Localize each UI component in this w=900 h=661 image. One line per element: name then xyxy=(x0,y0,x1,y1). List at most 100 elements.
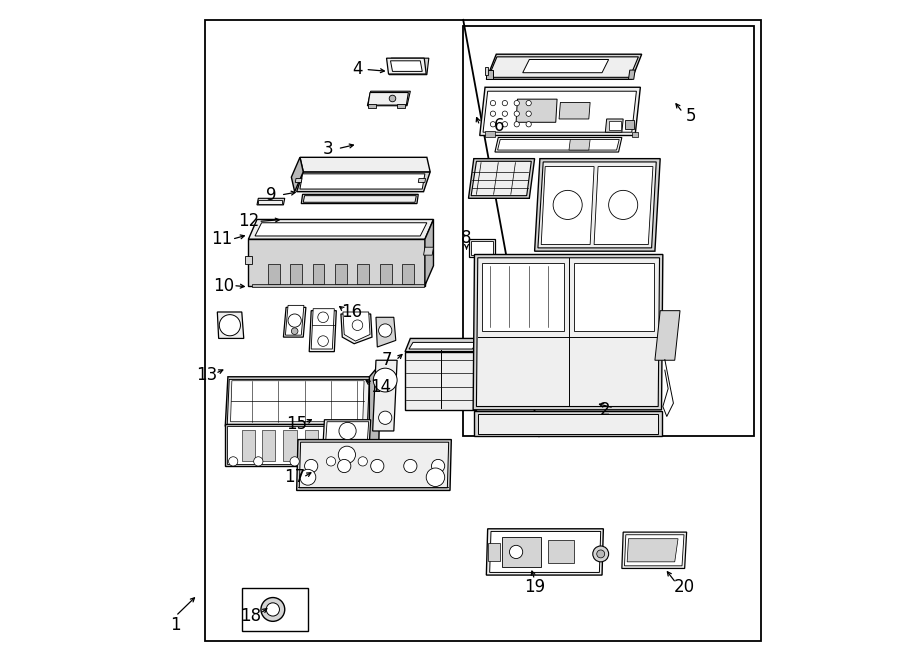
Bar xyxy=(368,104,376,108)
Polygon shape xyxy=(409,342,476,349)
Circle shape xyxy=(431,459,445,473)
Polygon shape xyxy=(622,532,687,568)
Circle shape xyxy=(338,459,351,473)
Polygon shape xyxy=(402,264,414,284)
Polygon shape xyxy=(469,239,495,257)
Polygon shape xyxy=(225,424,369,466)
Polygon shape xyxy=(295,178,302,182)
Bar xyxy=(205,20,760,641)
Bar xyxy=(242,588,308,631)
Circle shape xyxy=(338,446,356,463)
Polygon shape xyxy=(538,162,656,248)
Circle shape xyxy=(300,469,316,485)
Polygon shape xyxy=(476,258,660,407)
Polygon shape xyxy=(347,430,361,461)
Polygon shape xyxy=(495,137,622,152)
Bar xyxy=(464,26,754,436)
Polygon shape xyxy=(368,93,409,105)
Polygon shape xyxy=(405,352,476,410)
Circle shape xyxy=(608,190,638,219)
Polygon shape xyxy=(489,57,638,77)
Circle shape xyxy=(266,603,280,616)
Text: 4: 4 xyxy=(352,60,363,79)
Polygon shape xyxy=(245,256,252,264)
Circle shape xyxy=(509,545,523,559)
Text: 17: 17 xyxy=(284,468,305,486)
Polygon shape xyxy=(357,264,369,284)
Polygon shape xyxy=(326,422,369,441)
Polygon shape xyxy=(225,377,372,426)
Text: 15: 15 xyxy=(286,415,307,434)
Polygon shape xyxy=(472,241,493,255)
Polygon shape xyxy=(627,539,678,562)
Polygon shape xyxy=(469,159,535,198)
Polygon shape xyxy=(284,307,306,337)
Polygon shape xyxy=(262,430,274,461)
Circle shape xyxy=(379,411,392,424)
Text: 19: 19 xyxy=(524,578,545,596)
Polygon shape xyxy=(569,139,590,150)
Bar xyxy=(608,121,620,130)
Polygon shape xyxy=(476,338,482,410)
Bar xyxy=(501,537,541,567)
Polygon shape xyxy=(217,312,244,338)
Polygon shape xyxy=(303,196,417,202)
Polygon shape xyxy=(486,54,642,79)
Polygon shape xyxy=(343,312,370,341)
Polygon shape xyxy=(574,263,653,330)
Circle shape xyxy=(514,100,519,106)
Polygon shape xyxy=(472,161,531,196)
Polygon shape xyxy=(425,219,434,286)
Polygon shape xyxy=(227,379,369,424)
Circle shape xyxy=(352,320,363,330)
Circle shape xyxy=(404,459,417,473)
Polygon shape xyxy=(341,314,372,344)
Polygon shape xyxy=(255,223,427,236)
Polygon shape xyxy=(559,102,590,119)
Circle shape xyxy=(327,457,336,466)
Circle shape xyxy=(318,336,328,346)
Bar xyxy=(485,131,495,137)
Polygon shape xyxy=(268,264,280,284)
Circle shape xyxy=(339,422,356,440)
Polygon shape xyxy=(248,219,434,239)
Circle shape xyxy=(229,457,238,466)
Text: 7: 7 xyxy=(382,351,392,369)
Polygon shape xyxy=(478,414,658,434)
Text: 11: 11 xyxy=(212,230,232,249)
Polygon shape xyxy=(227,426,367,464)
Polygon shape xyxy=(380,264,392,284)
Polygon shape xyxy=(480,87,641,136)
Circle shape xyxy=(304,459,318,473)
Circle shape xyxy=(502,122,508,127)
Bar xyxy=(397,104,405,108)
Polygon shape xyxy=(284,430,297,461)
Circle shape xyxy=(371,459,384,473)
Text: 9: 9 xyxy=(266,186,277,204)
Polygon shape xyxy=(310,311,337,352)
Text: 14: 14 xyxy=(370,377,392,396)
Polygon shape xyxy=(628,70,635,79)
Polygon shape xyxy=(300,174,425,189)
Circle shape xyxy=(427,468,445,486)
Polygon shape xyxy=(386,58,427,74)
Text: 10: 10 xyxy=(213,276,235,295)
Text: 5: 5 xyxy=(686,106,697,125)
Polygon shape xyxy=(485,67,489,75)
Circle shape xyxy=(526,100,531,106)
Polygon shape xyxy=(335,264,346,284)
Text: 6: 6 xyxy=(494,116,505,135)
Polygon shape xyxy=(373,360,397,431)
Polygon shape xyxy=(594,167,652,245)
Text: 13: 13 xyxy=(196,366,218,385)
Polygon shape xyxy=(482,263,563,330)
Polygon shape xyxy=(369,364,381,466)
Polygon shape xyxy=(626,120,634,129)
Polygon shape xyxy=(486,529,603,575)
Polygon shape xyxy=(424,247,434,255)
Circle shape xyxy=(502,111,508,116)
Polygon shape xyxy=(297,440,451,490)
Polygon shape xyxy=(376,317,396,347)
Circle shape xyxy=(526,111,531,116)
Polygon shape xyxy=(367,91,410,106)
